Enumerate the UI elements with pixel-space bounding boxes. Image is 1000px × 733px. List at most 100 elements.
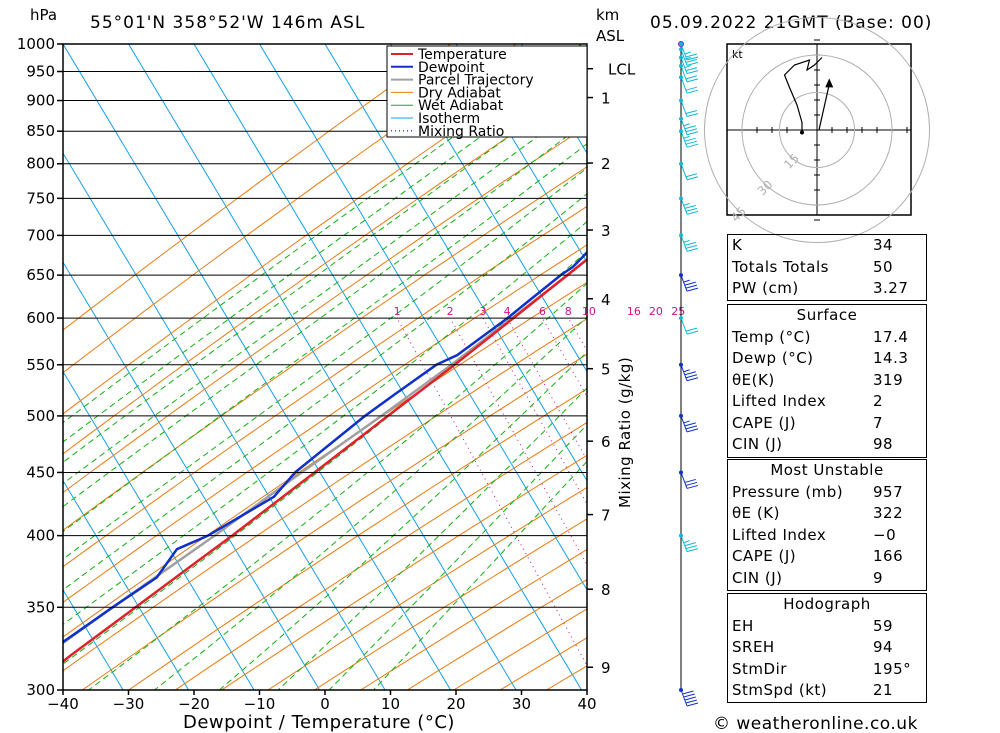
x-tick-label: −20	[178, 695, 210, 713]
index-row-k: K 34	[732, 236, 894, 254]
mixing-ratio-label: 16	[627, 305, 641, 318]
indices-panel: K 34 Totals Totals 50 PW (cm) 3.27	[727, 234, 927, 301]
dry-adiabat-line	[63, 281, 587, 638]
mixing-ratio-axis-title: Mixing Ratio (g/kg)	[616, 357, 634, 508]
temperature-line	[63, 257, 587, 664]
km-tick-label: 7	[601, 507, 611, 525]
dry-adiabat-line	[174, 421, 587, 690]
dry-adiabat-line	[128, 388, 587, 690]
hodograph-info-title: Hodograph	[783, 595, 871, 613]
mixing-ratio-label: 10	[582, 305, 596, 318]
legend-label: Wet Adiabat	[418, 98, 504, 114]
wind-barb	[680, 198, 699, 215]
wind-barb	[680, 689, 699, 707]
pressure-tick-label: 400	[26, 527, 55, 545]
dry-adiabat-line	[63, 166, 587, 531]
isotherm-line	[455, 44, 587, 264]
mixing-ratio-label: 6	[539, 305, 546, 318]
pressure-tick-label: 1000	[17, 35, 55, 53]
km-tick-label: 8	[601, 581, 611, 599]
surface-row-thetae: θE(K) 319	[732, 370, 904, 389]
wind-barb	[680, 472, 699, 489]
wet-adiabat-line	[63, 221, 587, 626]
surface-row-temp: Temp (°C) 17.4	[732, 327, 909, 346]
legend-label: Parcel Trajectory	[418, 73, 534, 89]
mu-row-cape: CAPE (J) 166	[732, 547, 904, 565]
surface-row-dewp: Dewp (°C) 14.3	[732, 349, 909, 367]
km-tick-label: 2	[601, 155, 611, 173]
wet-adiabat-line	[63, 143, 587, 533]
surface-row-cin: CIN (J) 98	[732, 435, 894, 453]
storm-motion-arrowhead	[825, 78, 834, 88]
legend-label: Isotherm	[418, 111, 480, 127]
mixing-ratio-label: 8	[565, 305, 572, 318]
pressure-tick-label: 700	[26, 226, 55, 244]
pressure-tick-label: 800	[26, 155, 55, 173]
dewpoint-line	[63, 250, 587, 644]
isotherm-line	[128, 44, 517, 690]
wind-barb	[680, 57, 699, 75]
isotherm-line	[63, 479, 190, 690]
wind-barb	[680, 100, 699, 118]
surface-panel: Surface Temp (°C) 17.4 Dewp (°C) 14.3 θE(K…	[727, 304, 927, 458]
legend-label: Mixing Ratio	[418, 124, 504, 140]
x-tick-label: −10	[244, 695, 276, 713]
pressure-tick-label: 950	[26, 63, 55, 81]
wind-barb	[680, 415, 699, 433]
wind-barb	[680, 163, 699, 181]
index-row-totals: Totals Totals 50	[732, 257, 894, 276]
mixing-ratio-label: 4	[504, 305, 511, 318]
hodograph-ring	[704, 17, 930, 243]
mixing-ratio-line	[396, 317, 587, 667]
pressure-tick-label: 350	[26, 598, 55, 616]
mixing-ratio-line	[506, 317, 587, 461]
mixing-ratio-label: 3	[480, 305, 487, 318]
mixing-ratio-label: 2	[447, 305, 454, 318]
hodo-row-sreh: SREH 94	[732, 638, 894, 656]
wet-adiabat-line	[63, 250, 587, 665]
hodograph-start-dot	[800, 130, 804, 135]
km-tick-label: 1	[601, 90, 611, 108]
surface-row-cape: CAPE (J) 7	[732, 413, 884, 432]
hodo-row-stmspd: StmSpd (kt) 21	[732, 681, 894, 699]
mixing-ratio-label: 1	[394, 305, 401, 318]
dry-adiabat-line	[82, 353, 587, 690]
isotherm-line	[63, 152, 386, 690]
x-tick-label: 10	[381, 695, 400, 713]
hodograph-unit-label: kt	[732, 48, 743, 61]
pressure-tick-label: 600	[26, 309, 55, 327]
km-tick-label: 5	[601, 361, 611, 379]
lcl-label: LCL	[608, 61, 636, 79]
wind-barb	[680, 49, 699, 66]
wind-barb	[680, 235, 699, 252]
dry-adiabat-line	[63, 44, 517, 374]
wind-barb	[680, 535, 699, 553]
legend-label: Dry Adiabat	[418, 85, 501, 101]
pressure-tick-label: 750	[26, 189, 55, 207]
dry-adiabat-line	[221, 454, 587, 690]
isotherm-line	[193, 44, 583, 690]
isotherm-line	[521, 44, 587, 155]
hpa-unit-label: hPa	[30, 6, 57, 24]
x-tick-label: 20	[446, 695, 465, 713]
isotherm-line	[63, 44, 452, 690]
asl-unit-label: ASL	[596, 27, 625, 45]
index-row-pw: PW (cm) 3.27	[732, 279, 909, 297]
hodograph-ring	[779, 92, 855, 168]
mu-row-li: Lifted Index −0	[732, 525, 897, 544]
location-title: 55°01'N 358°52'W 146m ASL	[90, 13, 365, 33]
surface-row-li: Lifted Index 2	[732, 392, 884, 410]
wind-barb	[680, 317, 699, 335]
wind-barb	[680, 131, 699, 148]
mu-row-pressure: Pressure (mb) 957	[732, 482, 904, 501]
wet-adiabat-line	[63, 193, 587, 591]
hodograph-trace	[783, 57, 823, 133]
hodo-row-eh: EH 59	[732, 616, 894, 635]
km-tick-label: 9	[601, 659, 611, 677]
isotherm-line	[63, 588, 124, 690]
mixing-ratio-label: 20	[649, 305, 663, 318]
legend-label: Temperature	[417, 47, 507, 63]
km-tick-label: 4	[601, 291, 611, 309]
